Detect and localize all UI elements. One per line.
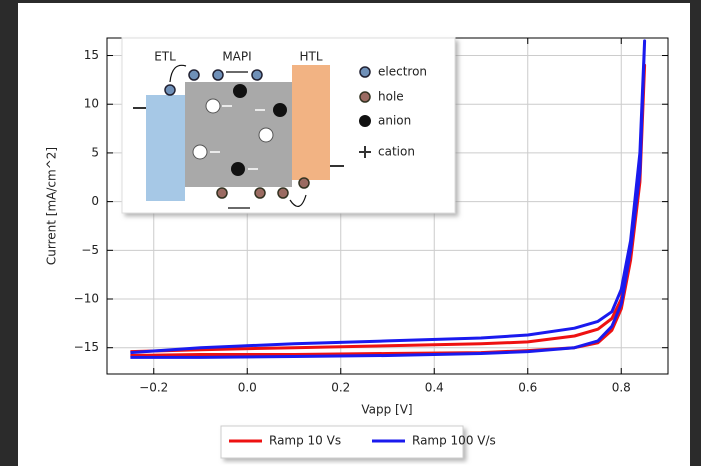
legend-hole-icon bbox=[359, 91, 371, 103]
x-tick-label: 0.6 bbox=[518, 381, 537, 395]
x-tick-label: 0.4 bbox=[425, 381, 444, 395]
y-axis-label: Current [mA/cm^2] bbox=[45, 147, 59, 265]
annotation: electron bbox=[378, 65, 427, 79]
legend-electron-icon bbox=[359, 66, 371, 78]
y-tick-label: −15 bbox=[74, 340, 99, 354]
flow-arrows bbox=[169, 64, 307, 209]
x-tick-label: 0.0 bbox=[238, 381, 257, 395]
y-tick-label: −10 bbox=[74, 292, 99, 306]
drift-arrows bbox=[210, 105, 265, 170]
htl-layer bbox=[292, 65, 330, 180]
legend-label: Ramp 100 V/s bbox=[412, 434, 496, 448]
etl-layer bbox=[146, 95, 185, 201]
annotation: ETL bbox=[154, 50, 176, 64]
annotation: MAPI bbox=[222, 50, 251, 64]
y-tick-label: 5 bbox=[91, 145, 99, 159]
electrons bbox=[164, 69, 263, 96]
annotation: HTL bbox=[299, 50, 322, 64]
y-tick-label: −5 bbox=[81, 243, 99, 257]
y-tick-label: 15 bbox=[84, 48, 99, 62]
annotation: cation bbox=[378, 145, 415, 159]
x-tick-label: −0.2 bbox=[139, 381, 168, 395]
y-tick-label: 10 bbox=[84, 97, 99, 111]
legend-cation-icon bbox=[359, 146, 371, 158]
annotation: hole bbox=[378, 90, 404, 104]
data-line bbox=[130, 39, 647, 359]
x-tick-label: 0.8 bbox=[612, 381, 631, 395]
cations bbox=[192, 98, 274, 160]
anions bbox=[231, 84, 287, 176]
x-axis-label: Vapp [V] bbox=[361, 403, 412, 417]
legend-anion-icon bbox=[359, 115, 371, 127]
legend-label: Ramp 10 Vs bbox=[269, 434, 341, 448]
inset: ETL MAPI HTL electron hole anion cation bbox=[121, 37, 456, 214]
y-tick-label: 0 bbox=[91, 194, 99, 208]
holes bbox=[216, 177, 310, 199]
x-tick-label: 0.2 bbox=[331, 381, 350, 395]
legend: Ramp 10 Vs Ramp 100 V/s bbox=[220, 425, 496, 459]
annotation: anion bbox=[378, 114, 411, 128]
